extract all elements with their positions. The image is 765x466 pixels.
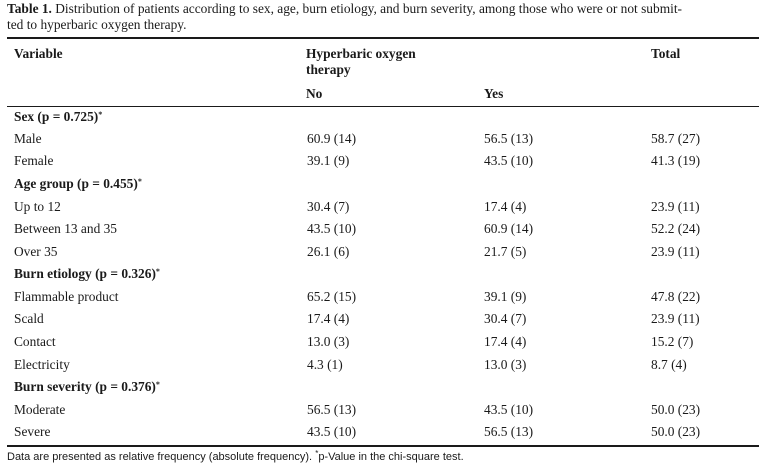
group-pvalue-mark: * — [155, 267, 160, 276]
group-heading: Burn etiology (p = 0.326)* — [14, 266, 160, 282]
cell-no: 26.1 (6) — [307, 244, 350, 259]
caption-label: Table 1. — [7, 1, 52, 16]
cell-no: 43.5 (10) — [307, 424, 357, 439]
cell-no: 17.4 (4) — [307, 311, 350, 326]
cell-yes: 56.5 (13) — [484, 424, 534, 439]
row-label: Male — [14, 131, 42, 146]
row-label: Female — [14, 153, 54, 168]
table-footnote: Data are presented as relative frequency… — [7, 449, 464, 464]
group-pvalue-mark: * — [155, 380, 160, 389]
header-hbo-line2: therapy — [306, 62, 351, 77]
group-heading: Burn severity (p = 0.376)* — [14, 379, 160, 395]
header-rule — [7, 106, 759, 107]
cell-total: 23.9 (11) — [651, 199, 700, 214]
row-label: Between 13 and 35 — [14, 221, 118, 236]
header-total: Total — [651, 46, 681, 61]
row-label: Scald — [14, 311, 44, 326]
cell-yes: 43.5 (10) — [484, 153, 534, 168]
cell-no: 65.2 (15) — [307, 289, 357, 304]
row-label: Up to 12 — [14, 199, 61, 214]
row-label: Electricity — [14, 357, 70, 372]
header-no: No — [306, 86, 323, 101]
cell-yes: 21.7 (5) — [484, 244, 527, 259]
cell-yes: 30.4 (7) — [484, 311, 527, 326]
caption-text-line2: ted to hyperbaric oxygen therapy. — [7, 17, 187, 32]
bottom-rule — [7, 445, 759, 447]
cell-total: 23.9 (11) — [651, 311, 700, 326]
row-label: Over 35 — [14, 244, 58, 259]
group-label: Age group (p = 0.455) — [14, 176, 138, 191]
cell-no: 4.3 (1) — [307, 357, 343, 372]
footnote-text: Data are presented as relative frequency… — [7, 451, 313, 463]
cell-total: 50.0 (23) — [651, 402, 701, 417]
top-rule — [7, 37, 759, 39]
cell-total: 50.0 (23) — [651, 424, 701, 439]
row-label: Severe — [14, 424, 51, 439]
group-pvalue-mark: * — [98, 110, 103, 119]
cell-total: 23.9 (11) — [651, 244, 700, 259]
group-pvalue-mark: * — [137, 177, 142, 186]
row-label: Flammable product — [14, 289, 119, 304]
cell-total: 41.3 (19) — [651, 153, 701, 168]
group-heading: Sex (p = 0.725)* — [14, 109, 102, 125]
cell-yes: 17.4 (4) — [484, 199, 527, 214]
row-label: Moderate — [14, 402, 66, 417]
group-label: Sex (p = 0.725) — [14, 109, 99, 124]
footnote-text2: p-Value in the chi-square test. — [318, 451, 464, 463]
cell-yes: 43.5 (10) — [484, 402, 534, 417]
cell-total: 58.7 (27) — [651, 131, 701, 146]
cell-yes: 56.5 (13) — [484, 131, 534, 146]
cell-yes: 60.9 (14) — [484, 221, 534, 236]
cell-yes: 17.4 (4) — [484, 334, 527, 349]
header-hbo-line1: Hyperbaric oxygen — [306, 46, 416, 61]
group-label: Burn severity (p = 0.376) — [14, 379, 156, 394]
table-caption: Table 1. Distribution of patients accord… — [7, 1, 757, 33]
cell-total: 15.2 (7) — [651, 334, 694, 349]
footnote-mark: * — [315, 449, 319, 458]
group-label: Burn etiology (p = 0.326) — [14, 266, 156, 281]
cell-no: 30.4 (7) — [307, 199, 350, 214]
cell-yes: 13.0 (3) — [484, 357, 527, 372]
cell-total: 8.7 (4) — [651, 357, 687, 372]
header-yes: Yes — [484, 86, 504, 101]
cell-no: 56.5 (13) — [307, 402, 357, 417]
row-label: Contact — [14, 334, 56, 349]
cell-total: 47.8 (22) — [651, 289, 701, 304]
cell-no: 13.0 (3) — [307, 334, 350, 349]
group-heading: Age group (p = 0.455)* — [14, 176, 142, 192]
cell-yes: 39.1 (9) — [484, 289, 527, 304]
cell-no: 39.1 (9) — [307, 153, 350, 168]
cell-total: 52.2 (24) — [651, 221, 701, 236]
cell-no: 43.5 (10) — [307, 221, 357, 236]
caption-text-line1: Distribution of patients according to se… — [55, 1, 683, 16]
header-variable: Variable — [14, 46, 63, 61]
cell-no: 60.9 (14) — [307, 131, 357, 146]
